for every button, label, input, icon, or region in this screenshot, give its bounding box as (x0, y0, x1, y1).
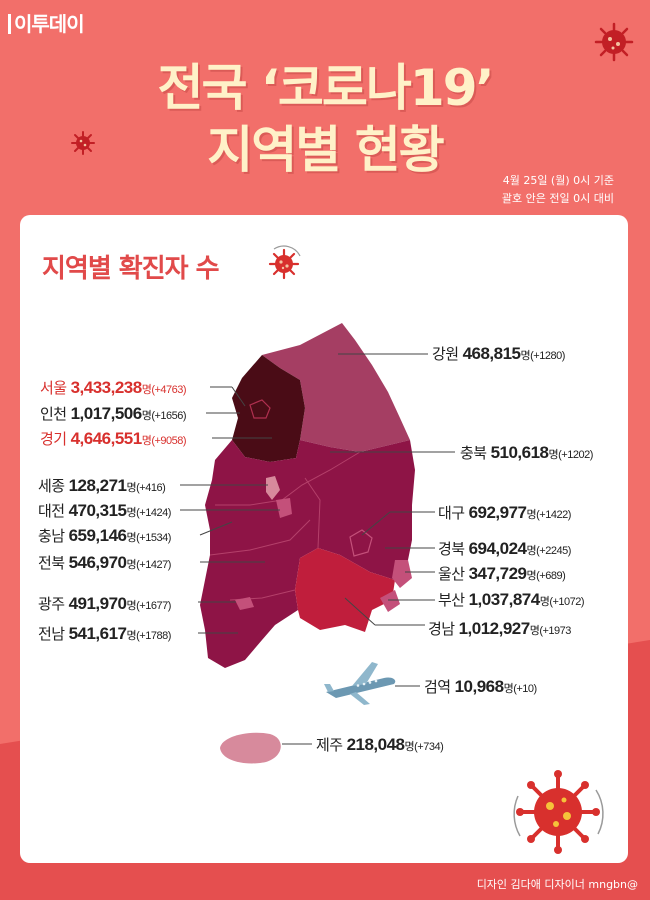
section-title: 지역별 확진자 수 (42, 254, 220, 284)
region-label-gwangju: 광주 491,970명(+1677) (38, 594, 171, 613)
region-label-chungbuk: 충북 510,618명(+1202) (460, 443, 593, 462)
region-label-daejeon: 대전 470,315명(+1424) (38, 501, 171, 520)
region-label-busan: 부산 1,037,874명(+1072) (438, 590, 585, 609)
page-title-line2: 지역별 현황 (207, 121, 444, 179)
region-busan (380, 590, 400, 612)
coronavirus-icon (71, 131, 95, 155)
logo: 이투데이 (8, 8, 85, 37)
region-ulsan (392, 560, 412, 588)
coronavirus-icon (268, 245, 301, 280)
region-label-sejong: 세종 128,271명(+416) (38, 476, 166, 495)
region-label-quarantine: 검역 10,968명(+10) (424, 677, 537, 696)
date-basis-line1: 4월 25일 (월) 0시 기준 (502, 174, 614, 187)
region-seoul (249, 399, 271, 419)
coronavirus-icon (513, 770, 604, 854)
logo-mark (8, 14, 11, 34)
region-label-daegu: 대구 692,977명(+1422) (438, 503, 571, 522)
coronavirus-icon (594, 22, 634, 62)
leader-lines (180, 353, 455, 745)
region-gyeongnam (295, 548, 395, 632)
region-label-incheon: 인천 1,017,506명(+1656) (40, 404, 187, 423)
designer-credit: 디자인 김다애 디자이너 mngbn@ (476, 878, 638, 891)
region-central (200, 440, 415, 668)
region-gangwon (262, 323, 410, 452)
region-label-gyeonggi: 경기 4,646,551명(+9058) (40, 429, 187, 448)
region-label-jeju: 제주 218,048명(+734) (316, 735, 444, 754)
region-label-jeonnam: 전남 541,617명(+1788) (38, 624, 171, 643)
region-label-seoul: 서울 3,433,238명(+4763) (40, 378, 187, 397)
region-label-gyeongbuk: 경북 694,024명(+2245) (438, 539, 571, 558)
region-label-jeonbuk: 전북 546,970명(+1427) (38, 553, 171, 572)
airplane-icon (324, 662, 396, 705)
region-label-ulsan: 울산 347,729명(+689) (438, 564, 566, 583)
page-title-line1: 전국 ‘코로나19’ (157, 59, 495, 117)
region-jeju (220, 732, 281, 764)
region-daegu (349, 529, 373, 557)
region-boundary (209, 451, 361, 601)
region-label-chungnam: 충남 659,146명(+1534) (38, 526, 171, 545)
region-sejong (266, 476, 280, 500)
region-gwangju (235, 597, 254, 610)
region-gyeonggi (232, 355, 305, 462)
date-basis: 4월 25일 (월) 0시 기준 괄호 안은 전일 0시 대비 (502, 172, 614, 208)
date-basis-line2: 괄호 안은 전일 0시 대비 (501, 192, 614, 205)
logo-text: 이투데이 (14, 12, 85, 36)
region-label-gangwon: 강원 468,815명(+1280) (432, 344, 565, 363)
region-daejeon (276, 498, 292, 518)
region-label-gyeongnam: 경남 1,012,927명(+1973 (428, 619, 571, 638)
